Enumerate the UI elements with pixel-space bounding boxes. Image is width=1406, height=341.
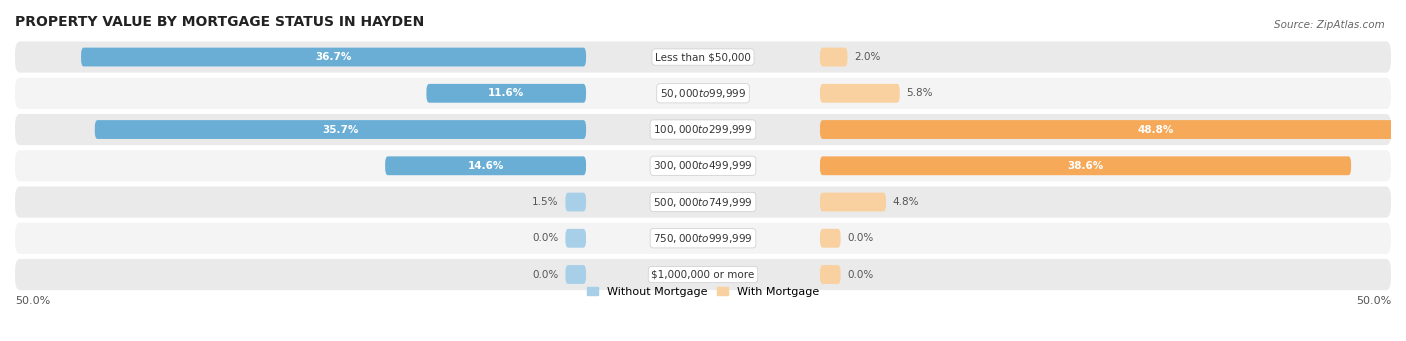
- Text: 5.8%: 5.8%: [907, 88, 934, 98]
- FancyBboxPatch shape: [820, 229, 841, 248]
- FancyBboxPatch shape: [820, 157, 1351, 175]
- FancyBboxPatch shape: [820, 193, 886, 211]
- Text: 38.6%: 38.6%: [1067, 161, 1104, 171]
- Text: $100,000 to $299,999: $100,000 to $299,999: [654, 123, 752, 136]
- FancyBboxPatch shape: [820, 120, 1406, 139]
- Text: 50.0%: 50.0%: [1355, 296, 1391, 306]
- Text: PROPERTY VALUE BY MORTGAGE STATUS IN HAYDEN: PROPERTY VALUE BY MORTGAGE STATUS IN HAY…: [15, 15, 425, 29]
- Text: 2.0%: 2.0%: [855, 52, 880, 62]
- Text: 14.6%: 14.6%: [467, 161, 503, 171]
- FancyBboxPatch shape: [15, 223, 1391, 254]
- Text: 0.0%: 0.0%: [848, 269, 873, 280]
- Text: 0.0%: 0.0%: [533, 233, 558, 243]
- Text: 1.5%: 1.5%: [531, 197, 558, 207]
- Text: $500,000 to $749,999: $500,000 to $749,999: [654, 195, 752, 209]
- Text: Less than $50,000: Less than $50,000: [655, 52, 751, 62]
- Text: 36.7%: 36.7%: [315, 52, 352, 62]
- FancyBboxPatch shape: [15, 150, 1391, 181]
- Text: 50.0%: 50.0%: [15, 296, 51, 306]
- FancyBboxPatch shape: [426, 84, 586, 103]
- FancyBboxPatch shape: [565, 265, 586, 284]
- Text: 0.0%: 0.0%: [848, 233, 873, 243]
- FancyBboxPatch shape: [820, 265, 841, 284]
- Text: 48.8%: 48.8%: [1137, 124, 1174, 135]
- Legend: Without Mortgage, With Mortgage: Without Mortgage, With Mortgage: [582, 282, 824, 301]
- Text: Source: ZipAtlas.com: Source: ZipAtlas.com: [1274, 20, 1385, 30]
- Text: $750,000 to $999,999: $750,000 to $999,999: [654, 232, 752, 245]
- Text: $300,000 to $499,999: $300,000 to $499,999: [654, 159, 752, 172]
- FancyBboxPatch shape: [565, 193, 586, 211]
- Text: $1,000,000 or more: $1,000,000 or more: [651, 269, 755, 280]
- Text: $50,000 to $99,999: $50,000 to $99,999: [659, 87, 747, 100]
- FancyBboxPatch shape: [15, 187, 1391, 218]
- Text: 4.8%: 4.8%: [893, 197, 920, 207]
- FancyBboxPatch shape: [385, 157, 586, 175]
- FancyBboxPatch shape: [820, 48, 848, 66]
- FancyBboxPatch shape: [15, 42, 1391, 73]
- Text: 0.0%: 0.0%: [533, 269, 558, 280]
- Text: 11.6%: 11.6%: [488, 88, 524, 98]
- FancyBboxPatch shape: [15, 78, 1391, 109]
- FancyBboxPatch shape: [565, 229, 586, 248]
- FancyBboxPatch shape: [94, 120, 586, 139]
- Text: 35.7%: 35.7%: [322, 124, 359, 135]
- FancyBboxPatch shape: [820, 84, 900, 103]
- FancyBboxPatch shape: [15, 114, 1391, 145]
- FancyBboxPatch shape: [82, 48, 586, 66]
- FancyBboxPatch shape: [15, 259, 1391, 290]
